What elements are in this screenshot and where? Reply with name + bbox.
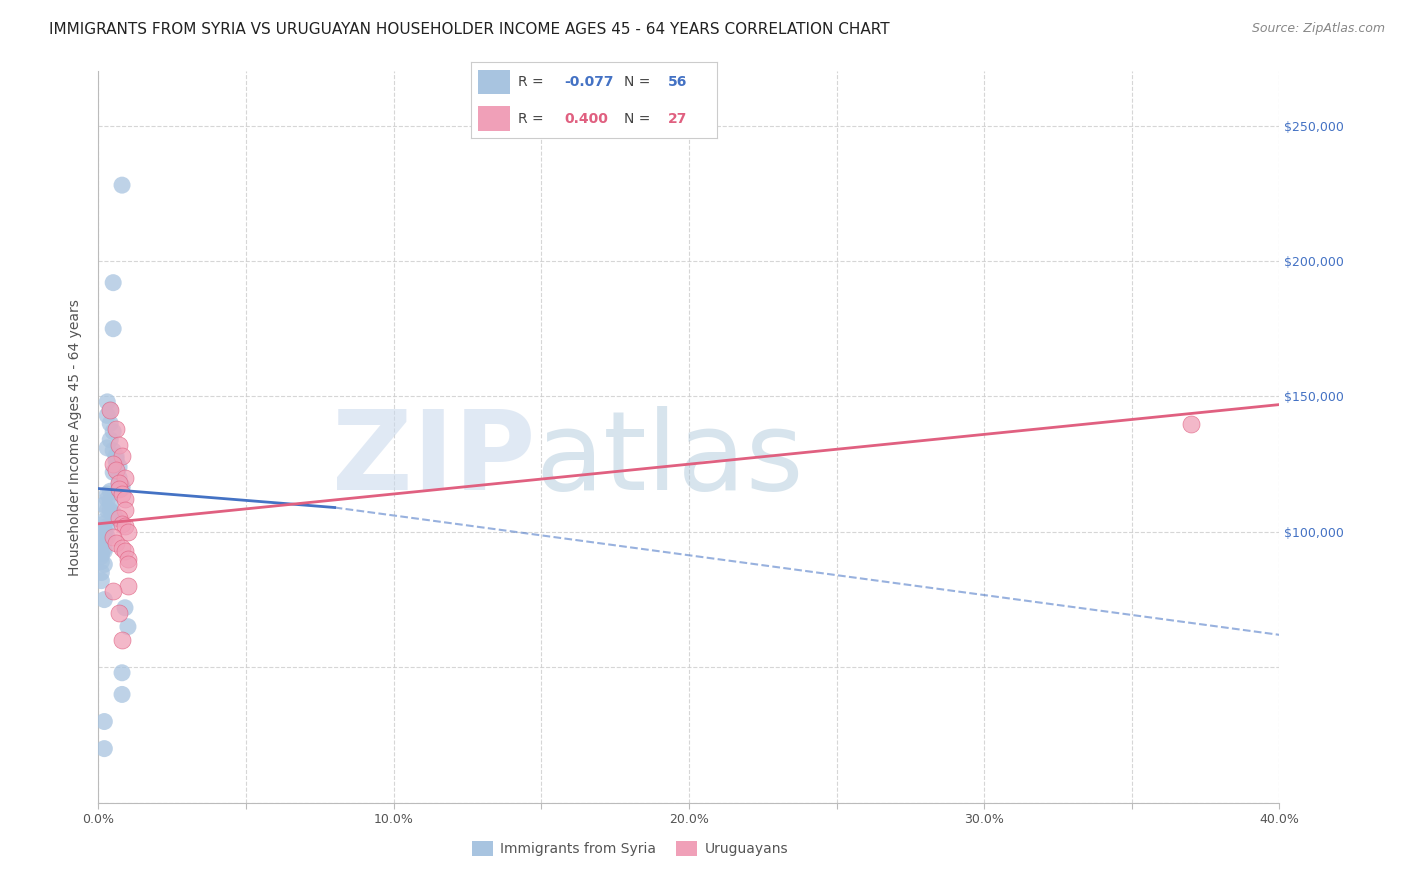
Text: Source: ZipAtlas.com: Source: ZipAtlas.com [1251,22,1385,36]
Text: 56: 56 [668,75,688,89]
Point [96,530,118,544]
Point [111,482,134,496]
Point [105,462,128,476]
Point [103,276,125,290]
Point [93,522,115,536]
Point [111,178,134,193]
Text: N =: N = [624,112,654,126]
Text: atlas: atlas [536,406,804,513]
Point [1180,417,1202,431]
Point [108,459,131,474]
Point [96,519,118,533]
Point [90,538,112,552]
Point [103,584,125,599]
Point [117,524,139,539]
FancyBboxPatch shape [478,70,510,95]
Point [111,516,134,531]
Point [105,449,128,463]
Point [108,606,131,620]
Point [114,471,136,485]
Point [111,449,134,463]
Point [96,487,118,501]
Point [117,552,139,566]
Point [108,471,131,485]
Point [98,403,121,417]
Point [105,451,128,466]
Text: -0.077: -0.077 [565,75,614,89]
Point [98,417,121,431]
Point [93,741,115,756]
Point [103,506,125,520]
Point [103,530,125,544]
Point [93,516,115,531]
Point [98,495,121,509]
Point [96,492,118,507]
Point [90,535,112,549]
Text: R =: R = [517,75,548,89]
Point [114,492,136,507]
Point [111,479,134,493]
Point [93,498,115,512]
Point [103,425,125,439]
Point [103,465,125,479]
Point [105,462,128,476]
Text: 0.400: 0.400 [565,112,609,126]
Point [111,688,134,702]
Point [93,541,115,556]
Point [114,600,136,615]
Point [108,511,131,525]
Point [103,322,125,336]
Point [96,441,118,455]
Point [117,579,139,593]
Text: IMMIGRANTS FROM SYRIA VS URUGUAYAN HOUSEHOLDER INCOME AGES 45 - 64 YEARS CORRELA: IMMIGRANTS FROM SYRIA VS URUGUAYAN HOUSE… [49,22,890,37]
Point [98,433,121,447]
Point [103,508,125,523]
Point [93,558,115,572]
Point [96,409,118,423]
Point [111,633,134,648]
Legend: Immigrants from Syria, Uruguayans: Immigrants from Syria, Uruguayans [467,836,793,862]
Point [96,395,118,409]
Point [96,503,118,517]
Point [105,454,128,468]
Point [98,503,121,517]
Point [108,482,131,496]
Point [111,487,134,501]
Point [90,555,112,569]
Point [111,541,134,556]
Point [90,547,112,561]
Point [93,544,115,558]
Point [108,476,131,491]
Point [90,574,112,588]
Point [90,566,112,580]
Point [105,511,128,525]
Point [117,558,139,572]
Point [108,438,131,452]
Text: ZIP: ZIP [332,406,536,513]
Text: N =: N = [624,75,654,89]
Text: 27: 27 [668,112,688,126]
Point [103,443,125,458]
Point [93,714,115,729]
Point [93,533,115,547]
Point [103,457,125,471]
Point [90,549,112,564]
Point [93,592,115,607]
Point [98,484,121,499]
Point [114,519,136,533]
Point [98,403,121,417]
Point [117,620,139,634]
Point [93,524,115,539]
Point [111,665,134,680]
Point [105,535,128,549]
Text: R =: R = [517,112,548,126]
Y-axis label: Householder Income Ages 45 - 64 years: Householder Income Ages 45 - 64 years [69,299,83,575]
FancyBboxPatch shape [478,106,510,130]
Point [105,422,128,436]
Point [114,544,136,558]
Point [93,527,115,541]
Point [114,503,136,517]
Point [93,514,115,528]
Point [108,476,131,491]
